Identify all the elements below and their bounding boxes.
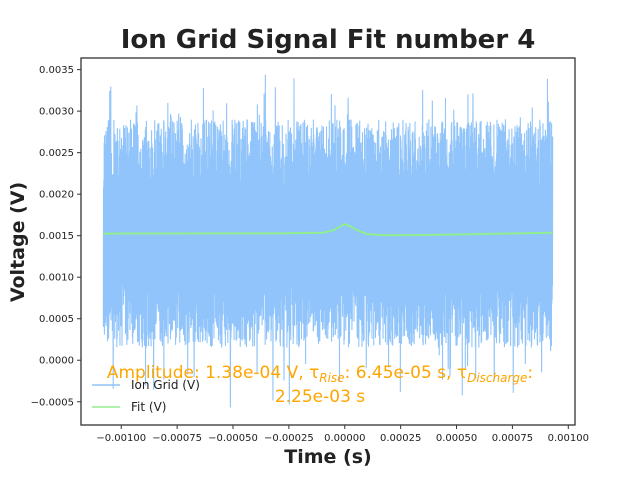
x-tick-label: 0.00025 [380,433,421,444]
y-axis-ticks: −0.0005 0.0000 0.0005 0.0010 0.0015 0.0020 0.0… [31,65,81,408]
annotation-discharge-colon: : [527,363,533,383]
x-tick-label: −0.00075 [152,433,202,444]
y-tick-label: 0.0020 [39,190,74,201]
legend-label-ion-grid: Ion Grid (V) [131,378,200,392]
legend-label-fit: Fit (V) [131,400,166,414]
y-tick-label: 0.0025 [39,148,74,159]
annotation-rise-subscript: Rise [319,371,344,385]
chart-title: Ion Grid Signal Fit number 4 [121,25,536,55]
x-axis-label: Time (s) [284,446,371,468]
x-tick-label: −0.00100 [96,433,146,444]
y-tick-label: 0.0030 [39,107,74,118]
y-tick-label: 0.0010 [39,273,74,284]
axes-frame [80,57,576,426]
x-tick-label: 0.00050 [436,433,477,444]
series-ion-grid-line [102,74,554,408]
plot-area [102,74,554,408]
y-tick-label: 0.0035 [39,65,74,76]
x-tick-label: −0.00025 [264,433,314,444]
legend: Ion Grid (V) Fit (V) [92,378,200,414]
y-tick-label: 0.0005 [39,314,74,325]
x-tick-label: 0.00075 [492,433,533,444]
annotation-amplitude: Amplitude: 1.38e-04 V, τ [107,363,319,383]
y-tick-label: 0.0015 [39,231,74,242]
fit-annotation-line1: Amplitude: 1.38e-04 V, τRise: 6.45e-05 s… [107,363,533,385]
annotation-discharge-subscript: Discharge [467,371,527,385]
y-axis-label: Voltage (V) [7,182,29,302]
fit-annotation-line2: 2.25e-03 s [275,387,365,407]
x-tick-label: −0.00050 [208,433,258,444]
x-tick-label: 0.00100 [548,433,589,444]
series-fit-line [103,223,553,237]
x-axis-ticks: −0.00100 −0.00075 −0.00050 −0.00025 0.00000 0… [96,425,589,444]
annotation-rise-value: : 6.45e-05 s, τ [345,363,468,383]
x-tick-label: 0.00000 [324,433,365,444]
y-tick-label: 0.0000 [39,356,74,367]
y-tick-label: −0.0005 [31,397,74,408]
